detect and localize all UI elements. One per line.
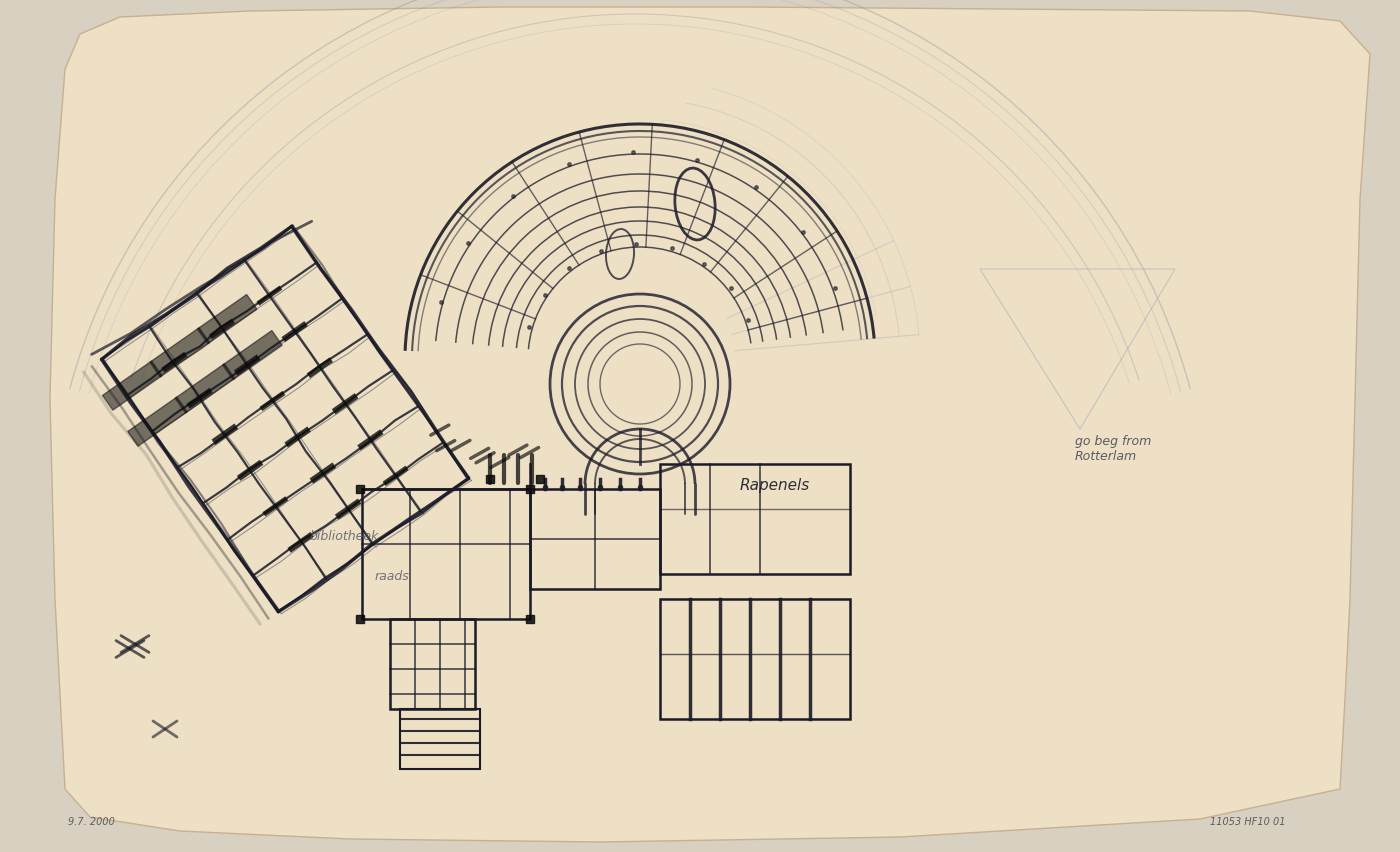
Polygon shape: [50, 8, 1371, 842]
Polygon shape: [197, 295, 258, 344]
Polygon shape: [127, 398, 188, 446]
Bar: [531, 489, 659, 590]
Polygon shape: [102, 361, 162, 411]
Bar: [391, 619, 475, 709]
Polygon shape: [223, 331, 283, 380]
Polygon shape: [150, 328, 210, 377]
Text: 11053 HF10 01: 11053 HF10 01: [1210, 816, 1285, 826]
Bar: [659, 464, 850, 574]
Bar: [400, 709, 480, 769]
Text: 9.7. 2000: 9.7. 2000: [69, 816, 115, 826]
Text: raads: raads: [375, 569, 410, 582]
Text: bibliotheek: bibliotheek: [309, 529, 379, 543]
Text: go beg from
Rotterlam: go beg from Rotterlam: [1075, 435, 1151, 463]
Bar: [363, 489, 531, 619]
Text: Rapenels: Rapenels: [741, 477, 811, 492]
Polygon shape: [175, 365, 235, 413]
Bar: [659, 599, 850, 719]
